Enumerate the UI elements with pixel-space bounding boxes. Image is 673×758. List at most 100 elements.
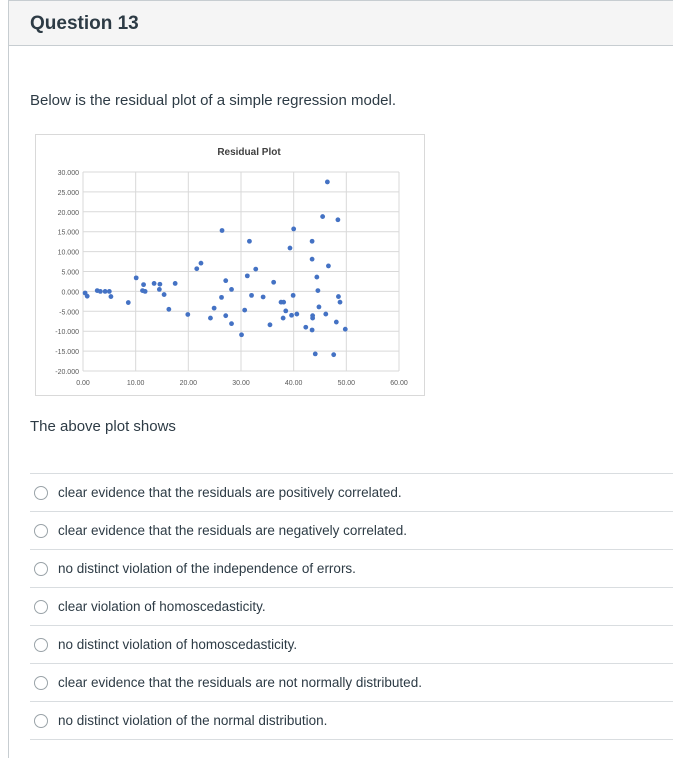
data-point: [271, 279, 277, 285]
data-point: [223, 278, 229, 284]
y-tick-label: 10.000: [58, 250, 80, 257]
data-point: [142, 289, 148, 294]
data-point: [280, 315, 286, 321]
y-tick-label: -5.000: [59, 309, 79, 316]
answer-label: no distinct violation of the normal dist…: [58, 713, 328, 728]
data-point: [198, 260, 204, 266]
data-point: [208, 315, 213, 321]
y-tick-label: -15.000: [55, 349, 79, 356]
question-title: Question 13: [30, 13, 139, 34]
data-point: [97, 289, 103, 294]
data-point: [324, 179, 330, 185]
data-point: [315, 288, 321, 294]
answer-label: no distinct violation of homoscedasticit…: [58, 637, 298, 652]
question-prompt: The above plot shows: [30, 418, 176, 435]
data-point: [166, 306, 172, 312]
data-point: [229, 321, 234, 327]
data-point: [281, 299, 287, 305]
data-point: [310, 315, 316, 321]
x-tick-label: 10.00: [127, 380, 145, 387]
radio-button[interactable]: [34, 713, 48, 728]
data-point: [161, 292, 167, 297]
x-tick-label: 60.00: [390, 380, 408, 387]
data-point: [283, 308, 289, 314]
answer-label: clear evidence that the residuals are po…: [58, 485, 402, 500]
data-point: [309, 327, 315, 333]
radio-button[interactable]: [34, 675, 48, 690]
data-point: [316, 304, 322, 310]
data-point: [314, 274, 320, 280]
data-point: [331, 352, 337, 358]
answer-option[interactable]: clear evidence that the residuals are no…: [30, 663, 673, 701]
x-tick-label: 30.00: [232, 380, 250, 387]
data-point: [291, 226, 297, 232]
radio-button[interactable]: [34, 485, 48, 500]
data-point: [309, 238, 315, 244]
data-point: [242, 307, 248, 313]
y-tick-label: 5.000: [61, 270, 79, 277]
y-tick-label: -20.000: [55, 369, 79, 376]
y-tick-label: 15.000: [58, 230, 80, 237]
x-tick-label: 40.00: [285, 380, 303, 387]
radio-button[interactable]: [34, 599, 48, 614]
question-text: Below is the residual plot of a simple r…: [30, 92, 397, 109]
data-point: [253, 266, 259, 272]
radio-button[interactable]: [34, 523, 48, 538]
data-point: [267, 322, 273, 328]
data-point: [172, 281, 178, 286]
data-point: [219, 294, 224, 300]
question-header: Question 13: [9, 1, 673, 46]
data-point: [342, 326, 348, 332]
data-point: [309, 256, 315, 262]
data-point: [260, 294, 266, 300]
residual-plot-svg: Residual Plot 30.000 25.000 20.000 15.000 10.…: [55, 147, 408, 387]
data-point: [157, 281, 163, 287]
data-point: [229, 287, 234, 292]
data-point: [289, 312, 294, 318]
data-point: [320, 214, 326, 219]
data-point: [244, 273, 250, 279]
answer-option[interactable]: clear evidence that the residuals are ne…: [30, 511, 673, 549]
data-point: [194, 266, 200, 272]
data-point: [102, 289, 108, 294]
residual-plot: Residual Plot 30.000 25.000 20.000 15.000 10.…: [35, 134, 425, 396]
data-point: [326, 263, 331, 269]
radio-button[interactable]: [34, 637, 48, 652]
answer-option[interactable]: no distinct violation of the normal dist…: [30, 701, 673, 740]
answer-label: clear violation of homoscedasticity.: [58, 599, 266, 614]
data-point: [211, 305, 217, 311]
data-point: [312, 351, 318, 357]
data-point: [185, 312, 191, 317]
chart-title: Residual Plot: [217, 147, 281, 158]
data-point: [239, 332, 244, 338]
data-point: [336, 294, 341, 299]
x-tick-label: 20.00: [180, 380, 198, 387]
data-point: [108, 294, 114, 299]
data-point: [133, 275, 139, 281]
answer-option[interactable]: clear evidence that the residuals are po…: [30, 473, 673, 511]
data-point: [141, 282, 146, 288]
data-point: [125, 300, 131, 305]
answer-options: clear evidence that the residuals are po…: [30, 473, 673, 740]
data-point: [287, 245, 293, 251]
y-tick-label: 30.000: [58, 170, 80, 177]
data-point: [290, 292, 296, 298]
y-tick-label: 20.000: [58, 210, 80, 217]
y-tick-label: 0.000: [61, 289, 79, 296]
question-card: Question 13 Below is the residual plot o…: [8, 0, 673, 758]
answer-option[interactable]: no distinct violation of homoscedasticit…: [30, 625, 673, 663]
data-point: [84, 293, 90, 299]
answer-option[interactable]: clear violation of homoscedasticity.: [30, 587, 673, 625]
data-point: [249, 292, 254, 298]
answer-option[interactable]: no distinct violation of the independenc…: [30, 549, 673, 587]
data-point: [247, 238, 252, 244]
x-tick-label: 50.00: [338, 380, 356, 387]
y-tick-label: 25.000: [58, 190, 80, 197]
data-point: [303, 324, 309, 330]
data-point: [223, 313, 229, 319]
x-tick-label: 0.00: [76, 380, 90, 387]
radio-button[interactable]: [34, 561, 48, 576]
data-point: [219, 228, 225, 233]
data-point: [106, 289, 112, 294]
